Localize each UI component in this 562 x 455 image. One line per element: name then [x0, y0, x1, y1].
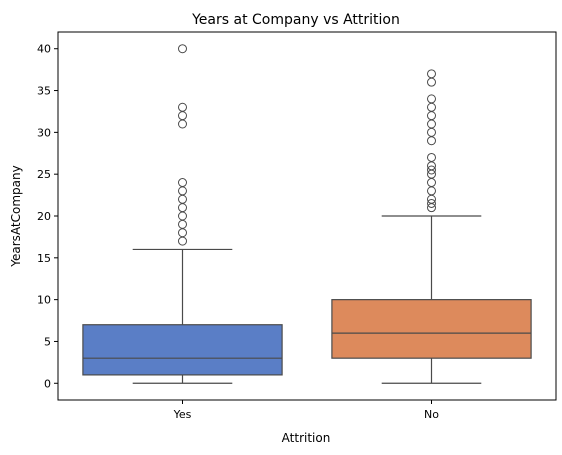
outlier-point [428, 78, 436, 86]
outlier-point [428, 128, 436, 136]
y-tick-label: 5 [44, 335, 51, 348]
x-axis-label: Attrition [282, 431, 331, 445]
outlier-point [428, 137, 436, 145]
outlier-point [179, 187, 187, 195]
outlier-point [179, 220, 187, 228]
outlier-point [428, 103, 436, 111]
iqr-box-yes [83, 325, 282, 375]
outlier-point [428, 95, 436, 103]
outlier-point [179, 179, 187, 187]
iqr-box-no [332, 300, 531, 359]
outlier-point [179, 103, 187, 111]
outlier-point [428, 179, 436, 187]
y-tick-label: 40 [37, 43, 51, 56]
chart-title: Years at Company vs Attrition [191, 12, 400, 28]
outlier-point [179, 237, 187, 245]
outlier-point [179, 120, 187, 128]
outlier-point [179, 229, 187, 237]
y-tick-label: 10 [37, 294, 51, 307]
y-tick-label: 25 [37, 168, 51, 181]
y-tick-label: 35 [37, 85, 51, 98]
y-tick-label: 20 [37, 210, 51, 223]
y-tick-label: 30 [37, 126, 51, 139]
outlier-point [179, 112, 187, 120]
plot-area: 0 5 10 15 20 25 30 35 40 Yes No [37, 43, 531, 421]
outlier-point [428, 70, 436, 78]
outlier-point [179, 212, 187, 220]
x-tick-label: Yes [173, 408, 192, 421]
y-tick-label: 15 [37, 252, 51, 265]
outlier-point [179, 195, 187, 203]
outlier-point [179, 204, 187, 212]
y-axis-label: YearsAtCompany [9, 165, 23, 267]
outlier-point [428, 112, 436, 120]
x-tick-label: No [424, 408, 439, 421]
outlier-point [179, 45, 187, 53]
y-tick-label: 0 [44, 377, 51, 390]
outlier-point [428, 120, 436, 128]
outlier-point [428, 153, 436, 161]
outlier-point [428, 187, 436, 195]
